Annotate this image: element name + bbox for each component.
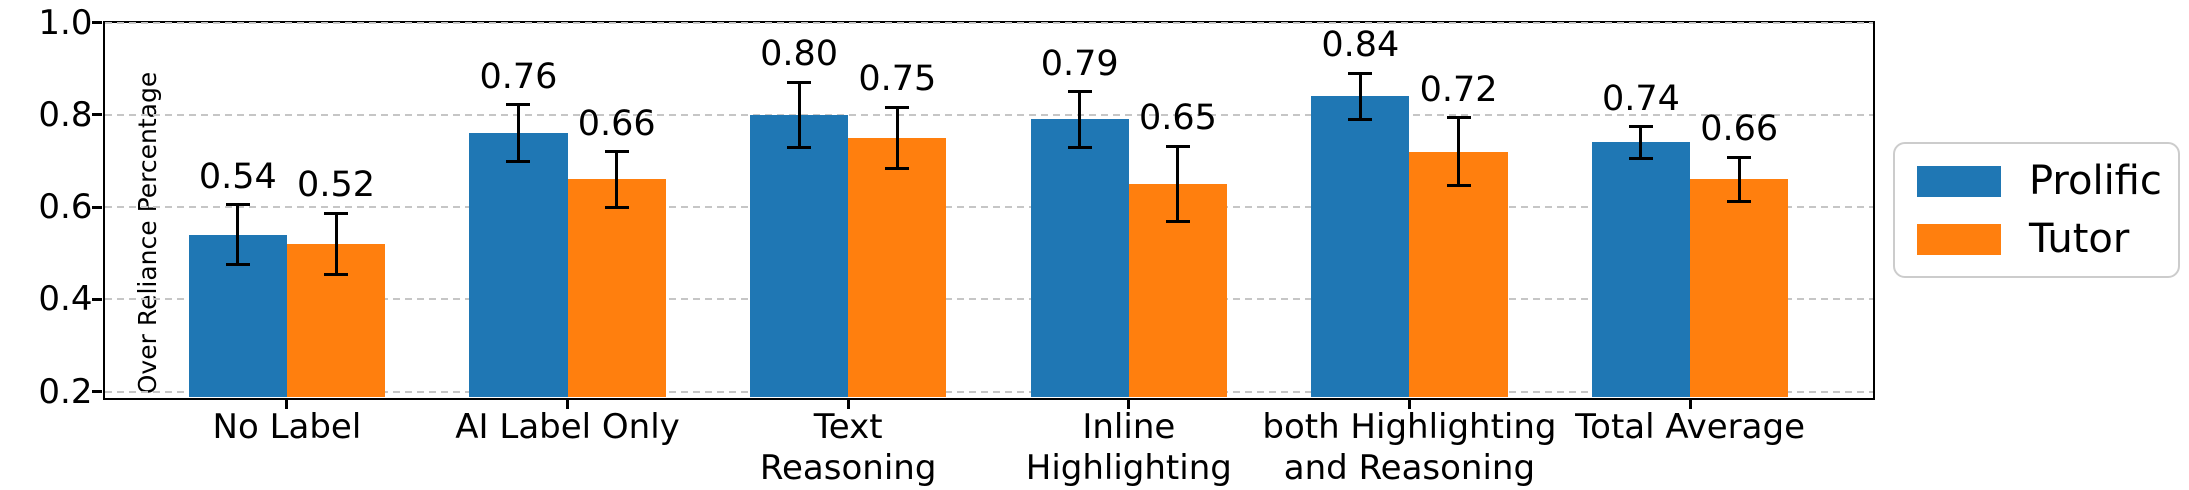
legend-swatch-prolific-icon: [1917, 165, 2001, 197]
bar-tutor: [848, 137, 947, 398]
bar-tutor: [1409, 151, 1508, 398]
legend-label-prolific: Prolific: [2029, 158, 2162, 204]
error-bar-cap-top: [1628, 125, 1653, 129]
error-bar-cap-bottom: [1067, 145, 1092, 149]
y-tick-label: 0.6: [38, 187, 93, 227]
x-tick-label: Text Reasoning: [759, 406, 937, 488]
error-bar-cap-top: [885, 105, 910, 109]
error-bar-cap-top: [787, 80, 812, 84]
gridline: [104, 390, 1873, 393]
error-bar-cap-top: [324, 211, 349, 215]
x-tick-mark: [285, 400, 289, 409]
gridline: [104, 113, 1873, 116]
error-bar: [895, 107, 899, 169]
x-tick-mark: [1407, 400, 1411, 409]
bar-tutor: [567, 179, 666, 398]
bar-prolific: [469, 133, 568, 398]
bar-prolific: [1591, 142, 1691, 398]
legend-label-tutor: Tutor: [2029, 216, 2130, 262]
bar-value-label: 0.84: [1321, 25, 1400, 66]
x-tick-mark: [846, 400, 850, 409]
error-bar-cap-bottom: [1165, 220, 1190, 224]
legend-entry-tutor: Tutor: [1917, 217, 2156, 261]
y-tick-mark: [91, 113, 102, 117]
bar-prolific: [1030, 119, 1129, 398]
error-bar: [1078, 91, 1082, 148]
y-tick-label: 0.8: [38, 94, 93, 135]
x-tick-label: No Label: [212, 406, 362, 447]
legend: Prolific Tutor: [1893, 142, 2180, 278]
plot-area: Over Reliance Percentage 0.2 0.4 0.6 0.8 1.0…: [38, 3, 1875, 488]
error-bar: [516, 104, 520, 162]
bar-value-label: 0.76: [479, 56, 558, 97]
y-tick-mark: [91, 297, 102, 301]
gridline: [104, 298, 1873, 301]
bar-value-label: 0.66: [577, 103, 656, 144]
y-tick-mark: [91, 205, 102, 209]
error-bar-cap-top: [225, 203, 250, 207]
error-bar-cap-bottom: [885, 166, 910, 170]
y-tick-label: 1.0: [38, 2, 93, 43]
error-bar: [1176, 146, 1180, 222]
bar-value-label: 0.74: [1602, 78, 1680, 119]
error-bar-cap-top: [506, 103, 531, 107]
gridline: [104, 206, 1873, 208]
error-bar: [334, 213, 338, 275]
error-bar: [615, 151, 619, 207]
legend-entry-prolific: Prolific: [1917, 159, 2162, 203]
error-bar-cap-top: [1067, 90, 1092, 94]
error-bar: [1358, 73, 1362, 120]
y-tick-label: 0.2: [38, 371, 93, 412]
bar-prolific: [749, 114, 849, 398]
x-tick-label: both Highlighting and Reasoning: [1262, 406, 1557, 488]
error-bar-cap-bottom: [506, 160, 531, 164]
x-tick-mark: [1688, 400, 1692, 409]
x-tick-mark: [1127, 400, 1131, 409]
gridline: [104, 21, 1873, 24]
error-bar-cap-bottom: [1348, 117, 1373, 121]
error-bar-cap-top: [1727, 155, 1752, 159]
y-tick-mark: [91, 21, 102, 24]
x-tick-label: Total Average: [1575, 406, 1805, 447]
bar-value-label: 0.66: [1700, 109, 1779, 150]
error-bar-cap-top: [1165, 144, 1190, 148]
legend-swatch-tutor-icon: [1917, 223, 2001, 255]
bar-tutor: [1690, 179, 1789, 398]
bar-value-label: 0.80: [760, 34, 839, 75]
bar-value-label: 0.75: [858, 59, 937, 100]
error-bar-cap-bottom: [787, 145, 812, 149]
y-tick-mark: [91, 390, 102, 393]
bar-value-label: 0.52: [297, 165, 375, 206]
error-bar-cap-bottom: [1727, 199, 1752, 203]
x-tick-mark: [566, 400, 570, 409]
error-bar-cap-top: [1446, 116, 1471, 120]
bar-value-label: 0.79: [1040, 43, 1119, 84]
error-bar-cap-top: [1348, 71, 1373, 75]
error-bar: [1737, 157, 1741, 202]
x-tick-label: Inline Highlighting: [1025, 406, 1232, 488]
error-bar-cap-bottom: [324, 272, 349, 276]
error-bar: [236, 204, 240, 265]
bar-value-label: 0.54: [198, 156, 277, 197]
y-tick-label: 0.4: [38, 279, 93, 320]
error-bar-cap-bottom: [1628, 156, 1653, 160]
error-bar-cap-bottom: [1446, 183, 1471, 187]
bar-prolific: [1311, 96, 1410, 398]
bar-value-label: 0.72: [1419, 69, 1498, 110]
bar-value-label: 0.65: [1138, 98, 1217, 139]
x-tick-label: AI Label Only: [455, 406, 680, 447]
error-bar-cap-bottom: [225, 263, 250, 267]
error-bar-cap-top: [604, 150, 629, 154]
error-bar: [1457, 117, 1461, 186]
error-bar: [797, 82, 801, 148]
error-bar: [1639, 126, 1643, 159]
error-bar-cap-bottom: [604, 205, 629, 209]
